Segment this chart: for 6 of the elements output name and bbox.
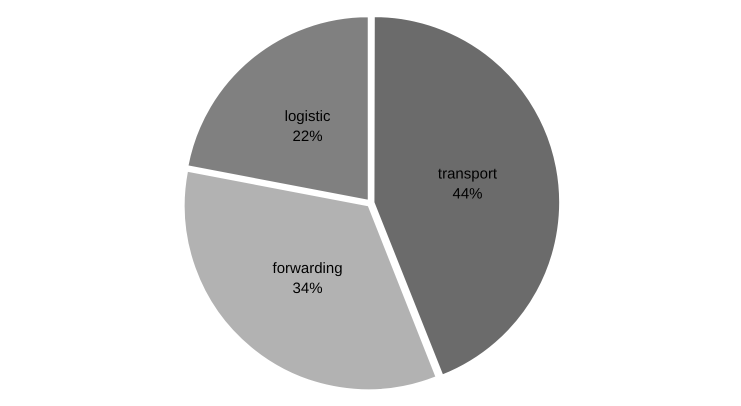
slice-label: transport [438,166,498,183]
data-label: 34% [292,280,323,298]
data-label: 22% [292,128,323,146]
slice-label: forwarding [272,260,343,278]
data-label: 44% [452,186,483,203]
slice-label: logistic [284,108,331,126]
